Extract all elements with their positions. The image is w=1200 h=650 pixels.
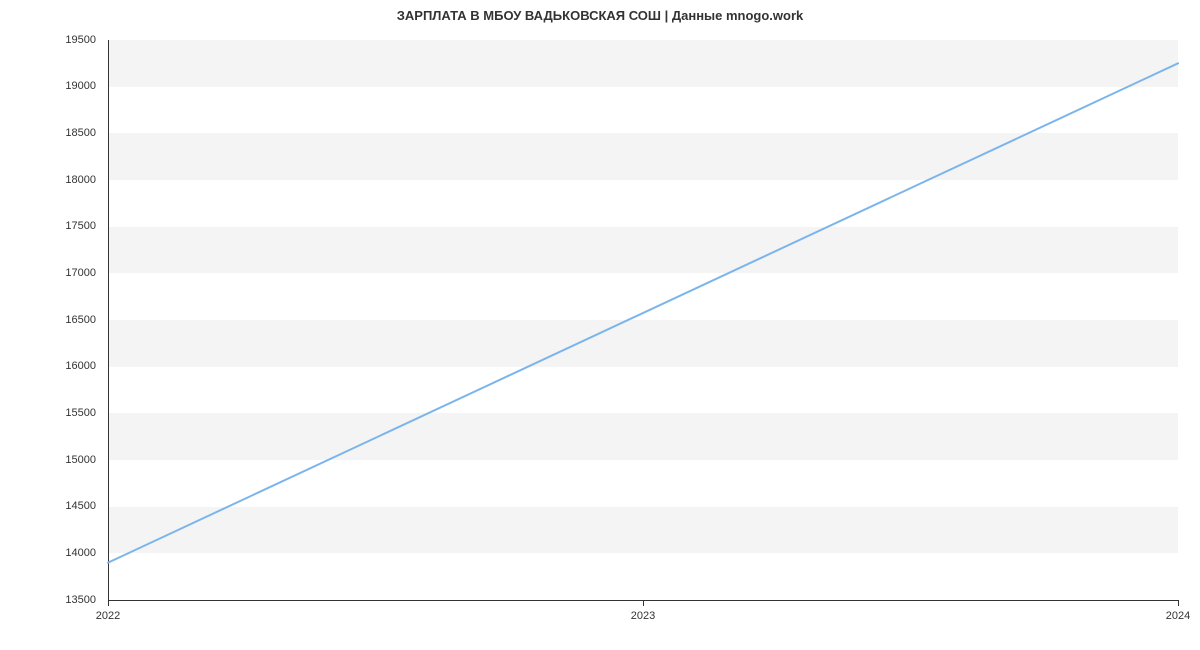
chart-title: ЗАРПЛАТА В МБОУ ВАДЬКОВСКАЯ СОШ | Данные… xyxy=(0,8,1200,23)
y-tick-label: 16500 xyxy=(0,314,96,326)
y-tick-label: 14000 xyxy=(0,547,96,559)
y-tick-label: 15500 xyxy=(0,407,96,419)
x-tick-mark xyxy=(643,600,644,606)
x-tick-mark xyxy=(108,600,109,606)
y-tick-label: 13500 xyxy=(0,594,96,606)
y-tick-label: 17500 xyxy=(0,220,96,232)
y-tick-label: 14500 xyxy=(0,500,96,512)
x-tick-label: 2024 xyxy=(1166,610,1190,622)
plot-area xyxy=(108,40,1178,600)
x-tick-label: 2022 xyxy=(96,610,120,622)
series-layer xyxy=(108,40,1178,600)
y-tick-label: 19000 xyxy=(0,80,96,92)
y-tick-label: 18000 xyxy=(0,174,96,186)
series-line-salary xyxy=(108,63,1178,562)
y-tick-label: 17000 xyxy=(0,267,96,279)
salary-line-chart: ЗАРПЛАТА В МБОУ ВАДЬКОВСКАЯ СОШ | Данные… xyxy=(0,0,1200,650)
x-tick-label: 2023 xyxy=(631,610,655,622)
x-tick-mark xyxy=(1178,600,1179,606)
y-tick-label: 19500 xyxy=(0,34,96,46)
y-tick-label: 15000 xyxy=(0,454,96,466)
y-tick-label: 16000 xyxy=(0,360,96,372)
y-tick-label: 18500 xyxy=(0,127,96,139)
